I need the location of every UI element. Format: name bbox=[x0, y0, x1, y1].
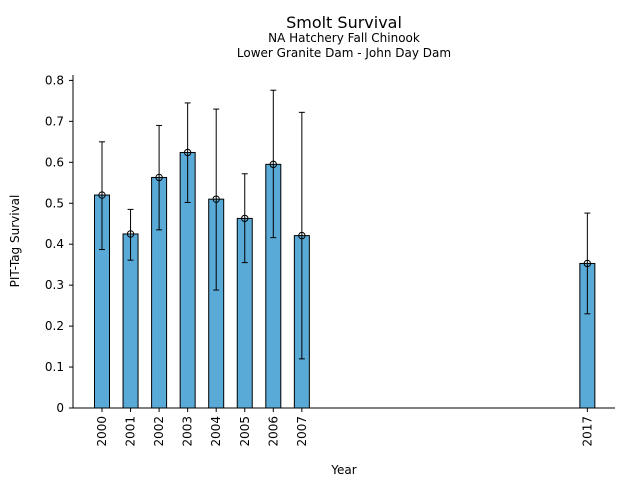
x-tick-label-2017: 2017 bbox=[580, 416, 594, 447]
x-axis-label: Year bbox=[330, 463, 356, 477]
point-marker-2000 bbox=[98, 191, 106, 199]
chart-subtitle-1: NA Hatchery Fall Chinook bbox=[268, 31, 420, 45]
y-tick-label-0.3: 0.3 bbox=[45, 278, 64, 292]
y-tick-label-0.1: 0.1 bbox=[45, 360, 64, 374]
x-tick-label-2001: 2001 bbox=[124, 416, 138, 447]
point-marker-2001 bbox=[126, 230, 135, 238]
x-tick-label-2007: 2007 bbox=[295, 416, 309, 447]
y-tick-label-0.7: 0.7 bbox=[45, 114, 64, 128]
x-tick-label-2004: 2004 bbox=[209, 416, 223, 447]
y-tick-label-0.5: 0.5 bbox=[45, 196, 64, 210]
x-tick-label-2006: 2006 bbox=[266, 416, 280, 447]
y-axis-ticks: 0 0.1 0.2 0.3 0.4 0.5 0.6 0.7 0.8 bbox=[45, 73, 73, 415]
point-marker-2004 bbox=[212, 195, 220, 203]
point-marker-2002 bbox=[155, 173, 163, 182]
point-marker-2017 bbox=[583, 259, 592, 268]
y-tick-label-0: 0 bbox=[56, 401, 64, 415]
point-marker-2006 bbox=[269, 160, 277, 169]
point-marker-2003 bbox=[183, 148, 192, 157]
x-tick-label-2005: 2005 bbox=[238, 416, 252, 447]
y-tick-label-0.8: 0.8 bbox=[45, 73, 64, 87]
x-tick-label-2003: 2003 bbox=[181, 416, 195, 447]
y-tick-label-0.2: 0.2 bbox=[45, 319, 64, 333]
x-tick-label-2000: 2000 bbox=[95, 416, 109, 447]
error-bars-group bbox=[99, 89, 591, 360]
chart-title: Smolt Survival bbox=[286, 13, 402, 32]
x-axis-ticks: 2000 2001 2002 2003 2004 2005 2006 2007 2017 bbox=[95, 408, 594, 447]
y-tick-label-0.4: 0.4 bbox=[45, 237, 64, 251]
x-tick-label-2002: 2002 bbox=[152, 416, 166, 447]
y-tick-label-0.6: 0.6 bbox=[45, 155, 64, 169]
point-marker-2007 bbox=[298, 231, 306, 240]
point-markers-group bbox=[98, 148, 592, 268]
bars-group bbox=[94, 151, 596, 409]
point-marker-2005 bbox=[241, 214, 249, 223]
chart-subtitle-2: Lower Granite Dam - John Day Dam bbox=[237, 46, 451, 60]
y-axis-label: PIT-Tag Survival bbox=[8, 195, 22, 288]
